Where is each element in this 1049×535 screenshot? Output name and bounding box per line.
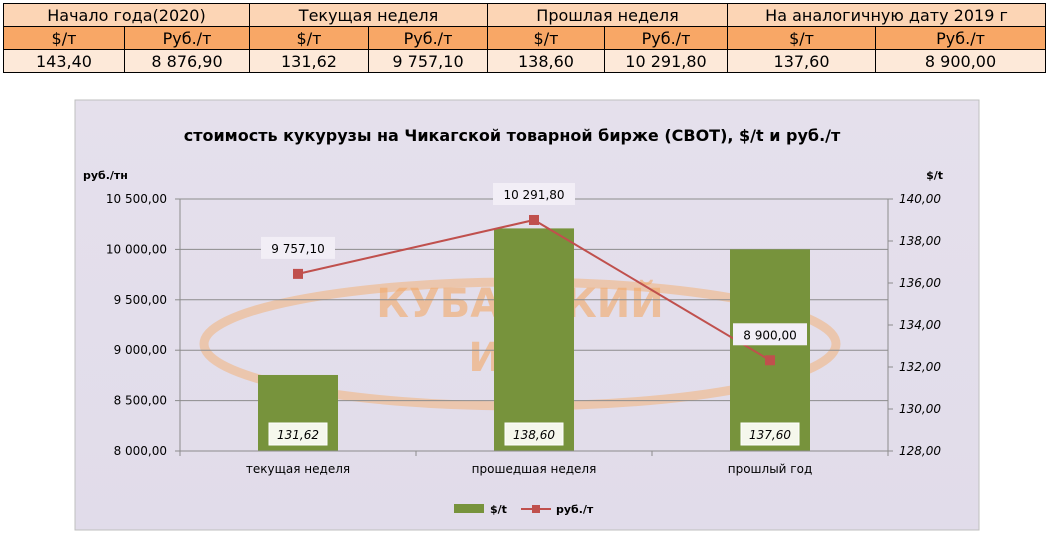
bar bbox=[494, 228, 574, 451]
value-cell: 143,40 bbox=[3, 49, 125, 73]
price-table: Начало года(2020) Текущая неделя Прошлая… bbox=[3, 3, 1047, 73]
right-tick-label: 136,00 bbox=[899, 276, 941, 290]
left-tick-label: 9 500,00 bbox=[114, 293, 167, 307]
bar-label-box bbox=[504, 422, 564, 446]
right-tick-label: 138,00 bbox=[899, 234, 941, 248]
value-cell: 8 876,90 bbox=[124, 49, 250, 73]
legend-label: руб./т bbox=[556, 503, 594, 516]
left-tick-label: 10 500,00 bbox=[106, 192, 167, 206]
period-same-date-2019: На аналогичную дату 2019 г bbox=[727, 3, 1047, 27]
bar bbox=[730, 249, 810, 451]
chart-legend: $/t руб./т bbox=[454, 503, 594, 516]
table-row: 143,40 8 876,90 131,62 9 757,10 138,60 1… bbox=[3, 49, 1047, 73]
bar-data-label: 137,60 bbox=[749, 428, 791, 442]
left-tick-label: 10 000,00 bbox=[106, 242, 167, 256]
legend-label: $/t bbox=[490, 503, 507, 516]
value-cell: 138,60 bbox=[487, 49, 605, 73]
bar-data-label: 131,62 bbox=[277, 428, 319, 442]
table-header-periods: Начало года(2020) Текущая неделя Прошлая… bbox=[3, 3, 1047, 27]
right-tick-label: 132,00 bbox=[899, 360, 941, 374]
category-label: текущая неделя bbox=[246, 462, 350, 476]
table-header-units: $/т Руб./т $/т Руб./т $/т Руб./т $/т Руб… bbox=[3, 26, 1047, 50]
right-tick-label: 140,00 bbox=[899, 192, 941, 206]
line-data-label: 10 291,80 bbox=[503, 188, 564, 202]
unit-cell: Руб./т bbox=[368, 26, 488, 50]
period-start-of-year: Начало года(2020) bbox=[3, 3, 250, 27]
line-data-label: 9 757,10 bbox=[271, 242, 324, 256]
period-previous-week: Прошлая неделя bbox=[486, 3, 729, 27]
line-label-box bbox=[493, 182, 575, 205]
value-cell: 131,62 bbox=[249, 49, 369, 73]
corn-price-chart: КУБАНСКИЙИКЦ 8 000,008 500,009 000,009 5… bbox=[74, 99, 980, 531]
left-axis-label: руб./тн bbox=[83, 169, 128, 182]
bar-label-box bbox=[740, 422, 800, 446]
unit-cell: $/т bbox=[249, 26, 369, 50]
line-data-label: 8 900,00 bbox=[743, 328, 796, 342]
chart-title: стоимость кукурузы на Чикагской товарной… bbox=[184, 126, 841, 145]
left-tick-label: 8 000,00 bbox=[114, 444, 167, 458]
unit-cell: $/т bbox=[3, 26, 125, 50]
left-tick-label: 8 500,00 bbox=[114, 394, 167, 408]
line-point bbox=[529, 214, 539, 225]
value-cell: 137,60 bbox=[727, 49, 877, 73]
value-cell: 8 900,00 bbox=[875, 49, 1047, 73]
line-label-box bbox=[261, 236, 335, 259]
legend-swatch-bar bbox=[454, 504, 484, 513]
unit-cell: Руб./т bbox=[875, 26, 1047, 50]
unit-cell: $/т bbox=[727, 26, 877, 50]
unit-cell: $/т bbox=[487, 26, 605, 50]
right-tick-label: 128,00 bbox=[899, 444, 941, 458]
category-label: прошлый год bbox=[728, 462, 813, 476]
right-axis-label: $/t bbox=[926, 169, 943, 182]
value-cell: 9 757,10 bbox=[368, 49, 488, 73]
left-tick-label: 9 000,00 bbox=[114, 343, 167, 357]
value-cell: 10 291,80 bbox=[603, 49, 729, 73]
line-point bbox=[765, 355, 775, 366]
line-label-box bbox=[733, 323, 807, 346]
bar-label-box bbox=[268, 422, 328, 446]
right-tick-label: 134,00 bbox=[899, 318, 941, 332]
chart-svg: КУБАНСКИЙИКЦ 8 000,008 500,009 000,009 5… bbox=[74, 99, 980, 531]
right-tick-label: 130,00 bbox=[899, 402, 941, 416]
line-point bbox=[293, 268, 303, 279]
period-current-week: Текущая неделя bbox=[249, 3, 488, 27]
category-label: прошедшая неделя bbox=[472, 462, 597, 476]
unit-cell: Руб./т bbox=[124, 26, 250, 50]
legend-swatch-marker bbox=[532, 505, 540, 513]
bar-data-label: 138,60 bbox=[513, 428, 555, 442]
unit-cell: Руб./т bbox=[603, 26, 729, 50]
